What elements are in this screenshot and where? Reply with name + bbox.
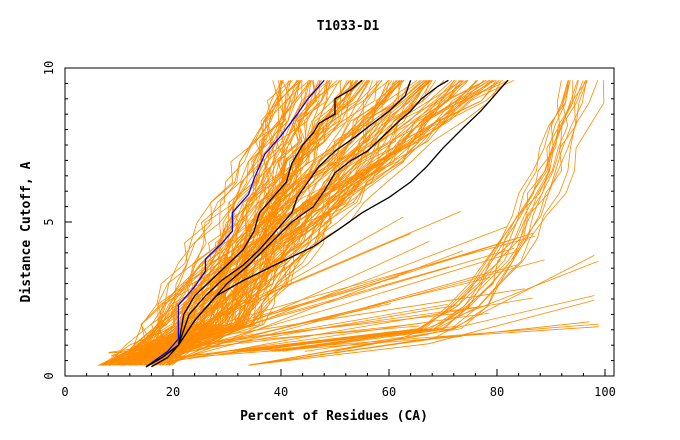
background-curve-184	[148, 251, 517, 362]
background-curve-158	[139, 216, 404, 353]
background-curve-111	[98, 80, 351, 366]
background-curve-146	[246, 80, 571, 352]
background-curve-99	[126, 80, 455, 366]
y-tick-label: 0	[42, 372, 56, 379]
background-curve-86	[164, 80, 403, 366]
background-curve-134	[122, 80, 285, 366]
x-tick-label: 40	[274, 385, 288, 399]
background-curve-15	[133, 80, 293, 366]
series-line-2	[145, 80, 412, 368]
y-axis-label: Distance Cutoff, A	[19, 161, 34, 302]
background-curve-107	[139, 80, 301, 366]
background-curve-98	[142, 80, 282, 366]
background-curve-151	[264, 80, 584, 352]
background-curve-153	[248, 80, 569, 352]
background-curve-113	[129, 80, 369, 366]
background-curve-186	[248, 299, 595, 366]
x-tick-label: 80	[490, 385, 504, 399]
background-curve-149	[277, 80, 570, 352]
background-curve-159	[159, 226, 508, 362]
background-curve-135	[168, 79, 465, 366]
background-curve-95	[159, 80, 319, 366]
chart-title: T1033-D1	[317, 19, 380, 34]
background-curve-180	[139, 232, 534, 354]
background-curve-167	[148, 277, 491, 363]
series-line-1	[145, 79, 363, 368]
background-curve-154	[271, 80, 569, 352]
x-tick-label: 20	[166, 385, 180, 399]
background-curve-170	[135, 247, 515, 357]
background-curve-150	[236, 80, 587, 352]
background-curve-115	[104, 79, 515, 366]
background-curve-171	[129, 304, 460, 363]
x-tick-label: 100	[594, 385, 616, 399]
background-curve-138	[104, 80, 283, 366]
background-curve-174	[108, 325, 420, 354]
background-curve-125	[171, 80, 430, 366]
background-curve-128	[110, 80, 484, 366]
background-curve-130	[165, 80, 437, 366]
background-curve-132	[102, 80, 374, 366]
highlighted-model-curves	[145, 79, 509, 368]
background-curve-160	[135, 322, 422, 356]
x-axis-ticks: 0 20 40 60 80 100	[61, 369, 616, 399]
series-line-0	[145, 79, 325, 368]
background-curve-185	[113, 313, 454, 354]
background-curve-152	[274, 80, 599, 352]
background-curve-191	[248, 326, 600, 366]
background-curve-176	[156, 297, 533, 365]
background-curve-34	[139, 80, 477, 366]
x-axis-label: Percent of Residues (CA)	[240, 409, 428, 424]
background-curve-119	[102, 80, 303, 366]
background-curve-177	[136, 237, 519, 360]
background-curve-43	[155, 80, 354, 366]
background-curve-49	[105, 80, 404, 366]
background-curve-19	[130, 80, 502, 366]
y-tick-label: 5	[42, 218, 56, 225]
y-axis-ticks: 0 5 10	[42, 61, 614, 380]
background-curve-33	[134, 80, 359, 366]
background-curve-7	[152, 80, 430, 366]
y-tick-label: 10	[42, 61, 56, 75]
background-curve-169	[134, 312, 490, 365]
background-curve-165	[137, 330, 397, 363]
background-curve-122	[120, 80, 312, 366]
background-curve-112	[148, 80, 477, 366]
x-tick-label: 60	[382, 385, 396, 399]
background-model-curves	[97, 79, 605, 366]
background-curve-137	[154, 80, 342, 366]
x-tick-label: 0	[61, 385, 68, 399]
series-line-4	[151, 79, 509, 368]
background-curve-126	[106, 80, 348, 366]
background-curve-139	[152, 80, 340, 366]
background-curve-190	[248, 295, 595, 366]
background-curve-106	[148, 80, 363, 366]
background-curve-181	[143, 233, 411, 352]
